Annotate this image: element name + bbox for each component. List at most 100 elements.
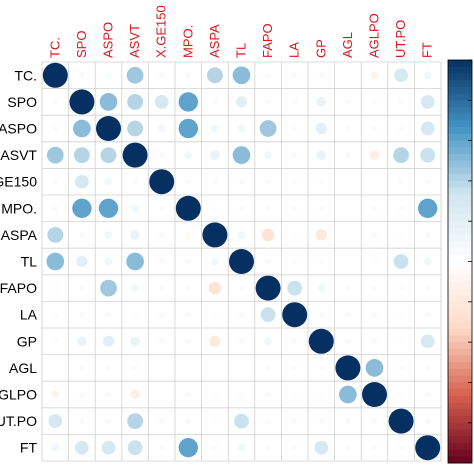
legend-color-step [448, 442, 472, 450]
corr-circle-TL-UT.PO [393, 254, 409, 269]
corr-circle-ASVT-FT [420, 147, 436, 163]
legend-color-step [448, 107, 472, 115]
corr-circle-SPO-AGLPO [371, 99, 378, 105]
corr-circle-UT.PO-SPO [79, 418, 85, 424]
legend-color-step [448, 248, 472, 256]
corr-circle-ASVT-X.GE150 [158, 152, 165, 158]
row-label: MPO. [1, 200, 37, 216]
row-label: GLPO [0, 387, 37, 403]
corr-circle-LA-TL [238, 311, 245, 318]
legend-color-step [448, 348, 472, 356]
legend-color-step [448, 429, 472, 437]
column-label: UT.PO [393, 20, 408, 58]
legend-color-step [448, 100, 472, 108]
row-label: ASPO [0, 121, 37, 137]
corr-circle-ASVT-ASPO [100, 147, 117, 164]
corr-circle-FT-MPO. [178, 438, 198, 458]
corr-circle-SPO-X.GE150 [154, 95, 169, 109]
corr-circle-FAPO-FAPO [255, 275, 281, 301]
legend-color-step [448, 187, 472, 195]
corr-circle-TC.-UT.PO [394, 68, 408, 83]
legend-color-step [448, 227, 472, 236]
corr-circle-FAPO-ASPO [100, 279, 117, 297]
corr-circle-GLPO-AGLPO [362, 382, 387, 407]
corr-circle-FAPO-FT [424, 285, 431, 291]
corr-circle-LA-ASPA [212, 311, 218, 318]
corr-circle-ASPO-TL [237, 124, 246, 133]
column-label: TC. [47, 37, 62, 58]
corr-circle-MPO.-FT [418, 198, 438, 218]
corr-circle-FT-TL [237, 443, 246, 452]
corr-circle-MPO.-TC. [52, 205, 59, 212]
corr-circle-FT-ASPA [212, 444, 218, 451]
corr-circle-GP-X.GE150 [158, 338, 165, 345]
legend-color-step [448, 436, 472, 444]
corr-circle-TL-ASPA [210, 257, 219, 266]
corr-circle-LA-AGL [345, 311, 351, 318]
corr-circle-ASPA-MPO. [185, 232, 192, 238]
legend-color-step [448, 86, 472, 94]
column-label: FAPO [260, 23, 275, 58]
corr-circle-ASPO-GP [315, 122, 327, 135]
corr-circle-GLPO-TC. [51, 390, 60, 399]
row-label: FAPO [0, 280, 37, 296]
corr-circle-TC.-TC. [42, 62, 68, 88]
legend-color-step [448, 382, 472, 390]
corr-circle-UT.PO-FT [424, 418, 431, 424]
column-label: TL [234, 43, 249, 58]
axis-labels: TC. SPO ASPO ASVT X.GE150 MPO. ASPA TL FAPO LA GP A… [0, 5, 435, 455]
corr-circle-AGL-LA [291, 365, 298, 371]
corr-circle-MPO.-TL [238, 205, 245, 212]
corr-circle-GLPO-ASPA [212, 391, 218, 398]
corr-circle-LA-GP [318, 311, 325, 318]
corr-circle-FT-LA [291, 444, 298, 451]
corr-circle-TL-LA [291, 258, 298, 265]
corr-circle-GP-FAPO [264, 337, 273, 346]
corr-circle-ASPO-AGL [345, 125, 351, 132]
corr-circle-FT-AGLPO [371, 444, 378, 451]
corr-circle-LA-SPO [79, 311, 85, 318]
legend-color-step [448, 234, 472, 242]
corr-circle-LA-TC. [52, 311, 59, 318]
row-label: LA [20, 307, 38, 323]
corr-circle-AGL-ASVT [132, 365, 138, 371]
legend-color-step [448, 274, 472, 283]
corr-circle-MPO.-FAPO [265, 205, 271, 212]
corr-circle-GP-GP [308, 328, 334, 354]
corr-circle-SPO-FAPO [265, 99, 271, 105]
corr-circle-SPO-ASPO [99, 93, 118, 111]
column-label: MPO. [180, 25, 195, 58]
corr-circle-TL-ASVT [126, 252, 144, 271]
row-label: UT.PO [0, 413, 37, 429]
legend-color-step [448, 214, 472, 222]
legend-color-step [448, 409, 472, 417]
corr-circle-GP-FT [420, 334, 435, 349]
corr-circle-MPO.-GP [318, 205, 325, 212]
legend-color-step [448, 301, 472, 309]
legend-color-step [448, 402, 472, 410]
corr-circle-FT-FT [415, 435, 441, 461]
corr-circle-GP-UT.PO [398, 338, 404, 345]
column-label: ASPO [101, 22, 116, 58]
corr-circle-ASPO-UT.PO [398, 125, 404, 132]
column-label: AGL [340, 32, 355, 58]
corr-circle-FAPO-ASPA [208, 281, 222, 295]
corr-circle-FAPO-AGL [345, 285, 351, 291]
corr-circle-TC.-ASPA [206, 67, 223, 84]
corr-circle-TC.-GP [318, 72, 325, 79]
corr-circle-GE150-TL [238, 178, 245, 185]
corr-circle-ASPO-FAPO [259, 120, 277, 137]
corr-circle-ASPO-TC. [52, 125, 59, 132]
corr-circle-AGL-SPO [79, 365, 85, 371]
corr-circle-ASVT-GP [316, 150, 327, 160]
corr-circle-UT.PO-ASPA [212, 418, 218, 424]
corr-circle-ASPA-UT.PO [398, 232, 404, 238]
corr-circle-FAPO-SPO [79, 285, 85, 291]
legend-color-step [448, 73, 472, 81]
legend-color-step [448, 415, 472, 424]
corr-circle-TL-FT [423, 257, 432, 266]
legend-color-step [448, 261, 472, 269]
row-label: TL [21, 254, 38, 270]
corr-circle-ASPA-SPO [79, 232, 85, 238]
legend-color-step [448, 456, 472, 464]
